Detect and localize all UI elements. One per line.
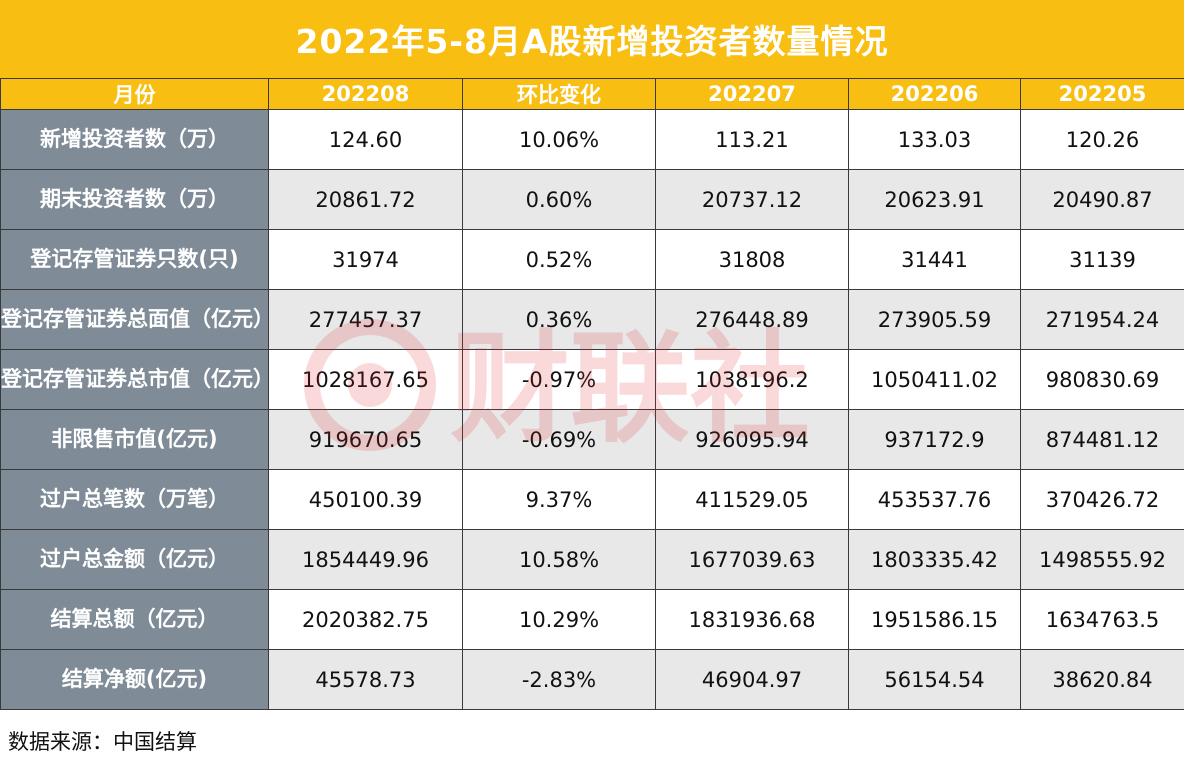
table-cell: 31974	[268, 229, 463, 290]
row-label: 结算净额(亿元)	[0, 649, 269, 710]
table-cell: 1677039.63	[655, 529, 849, 590]
table-cell: 874481.12	[1020, 409, 1184, 470]
table-cell: 31441	[848, 229, 1021, 290]
table-cell: 277457.37	[268, 289, 463, 350]
table-cell: 926095.94	[655, 409, 849, 470]
table-header-row: 月份 202208 环比变化 202207 202206 202205	[0, 78, 1184, 110]
table-cell: 46904.97	[655, 649, 849, 710]
table-cell: 31808	[655, 229, 849, 290]
header-col-202205: 202205	[1020, 78, 1184, 110]
table-cell: -0.97%	[462, 349, 656, 410]
table-cell: 450100.39	[268, 469, 463, 530]
table-cell: 276448.89	[655, 289, 849, 350]
row-label: 非限售市值(亿元)	[0, 409, 269, 470]
table-cell: 1854449.96	[268, 529, 463, 590]
table-row: 过户总金额（亿元） 1854449.96 10.58% 1677039.63 1…	[0, 529, 1184, 590]
row-label: 期末投资者数（万）	[0, 169, 269, 230]
table-cell: 38620.84	[1020, 649, 1184, 710]
table-cell: 20490.87	[1020, 169, 1184, 230]
table-cell: -0.69%	[462, 409, 656, 470]
table-cell: 10.06%	[462, 109, 656, 170]
table-cell: 453537.76	[848, 469, 1021, 530]
table-cell: 31139	[1020, 229, 1184, 290]
table-cell: 120.26	[1020, 109, 1184, 170]
table-cell: 1951586.15	[848, 589, 1021, 650]
table-cell: 1050411.02	[848, 349, 1021, 410]
header-month: 月份	[0, 78, 269, 110]
table-cell: 1028167.65	[268, 349, 463, 410]
row-label: 登记存管证券只数(只)	[0, 229, 269, 290]
row-label: 过户总笔数（万笔）	[0, 469, 269, 530]
table-cell: -2.83%	[462, 649, 656, 710]
table-cell: 10.29%	[462, 589, 656, 650]
table-cell: 1498555.92	[1020, 529, 1184, 590]
table-cell: 20623.91	[848, 169, 1021, 230]
table-row: 登记存管证券总面值（亿元） 277457.37 0.36% 276448.89 …	[0, 289, 1184, 350]
table-cell: 113.21	[655, 109, 849, 170]
table-cell: 411529.05	[655, 469, 849, 530]
table-cell: 271954.24	[1020, 289, 1184, 350]
table-row: 新增投资者数（万） 124.60 10.06% 113.21 133.03 12…	[0, 109, 1184, 170]
table-row: 期末投资者数（万） 20861.72 0.60% 20737.12 20623.…	[0, 169, 1184, 230]
table-cell: 273905.59	[848, 289, 1021, 350]
header-col-202207: 202207	[655, 78, 849, 110]
table-cell: 370426.72	[1020, 469, 1184, 530]
table-cell: 10.58%	[462, 529, 656, 590]
table-cell: 1634763.5	[1020, 589, 1184, 650]
table-row: 结算总额（亿元） 2020382.75 10.29% 1831936.68 19…	[0, 589, 1184, 650]
row-label: 登记存管证券总面值（亿元）	[0, 289, 269, 350]
header-col-202208: 202208	[268, 78, 463, 110]
table-row: 结算净额(亿元) 45578.73 -2.83% 46904.97 56154.…	[0, 649, 1184, 710]
investor-data-table: 月份 202208 环比变化 202207 202206 202205 新增投资…	[0, 78, 1184, 710]
row-label: 新增投资者数（万）	[0, 109, 269, 170]
table-cell: 20737.12	[655, 169, 849, 230]
data-source-note: 数据来源：中国结算	[8, 730, 197, 754]
table-cell: 1803335.42	[848, 529, 1021, 590]
table-cell: 0.52%	[462, 229, 656, 290]
table-cell: 133.03	[848, 109, 1021, 170]
table-cell: 0.36%	[462, 289, 656, 350]
table-row: 登记存管证券总市值（亿元） 1028167.65 -0.97% 1038196.…	[0, 349, 1184, 410]
table-cell: 919670.65	[268, 409, 463, 470]
table-cell: 937172.9	[848, 409, 1021, 470]
page-title: 2022年5-8月A股新增投资者数量情况	[0, 0, 1184, 78]
table-cell: 1038196.2	[655, 349, 849, 410]
table-cell: 20861.72	[268, 169, 463, 230]
table-row: 非限售市值(亿元) 919670.65 -0.69% 926095.94 937…	[0, 409, 1184, 470]
table-cell: 2020382.75	[268, 589, 463, 650]
table-cell: 1831936.68	[655, 589, 849, 650]
table-row: 登记存管证券只数(只) 31974 0.52% 31808 31441 3113…	[0, 229, 1184, 290]
header-col-mom-change: 环比变化	[462, 78, 656, 110]
row-label: 登记存管证券总市值（亿元）	[0, 349, 269, 410]
table-cell: 980830.69	[1020, 349, 1184, 410]
row-label: 过户总金额（亿元）	[0, 529, 269, 590]
table-cell: 124.60	[268, 109, 463, 170]
table-row: 过户总笔数（万笔） 450100.39 9.37% 411529.05 4535…	[0, 469, 1184, 530]
table-cell: 45578.73	[268, 649, 463, 710]
row-label: 结算总额（亿元）	[0, 589, 269, 650]
table-cell: 9.37%	[462, 469, 656, 530]
table-cell: 56154.54	[848, 649, 1021, 710]
header-col-202206: 202206	[848, 78, 1021, 110]
table-cell: 0.60%	[462, 169, 656, 230]
